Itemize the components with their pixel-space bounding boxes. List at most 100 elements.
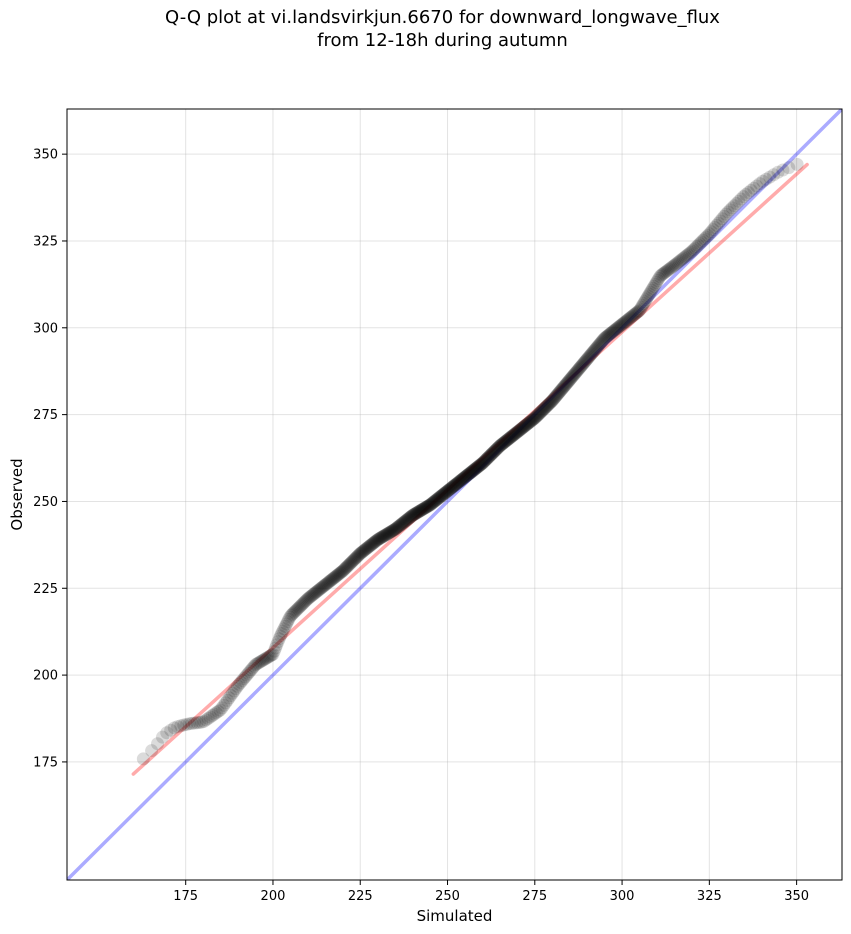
data-point — [609, 322, 623, 336]
data-point — [600, 329, 614, 343]
data-point — [552, 386, 566, 400]
y-tick-label-350: 350 — [33, 148, 58, 163]
data-point — [653, 269, 667, 283]
data-point — [506, 429, 520, 443]
data-point — [470, 461, 484, 475]
data-point — [469, 461, 483, 475]
data-point — [498, 435, 512, 449]
data-point — [767, 168, 781, 182]
data-point — [278, 619, 292, 633]
data-point — [526, 412, 540, 426]
data-point — [703, 227, 717, 241]
data-point — [750, 179, 764, 193]
data-point — [273, 629, 287, 643]
data-point — [624, 310, 638, 324]
data-point — [601, 329, 615, 343]
data-point — [283, 610, 297, 624]
data-point — [255, 654, 269, 668]
data-point — [406, 508, 420, 522]
data-point — [466, 464, 480, 478]
data-point — [418, 501, 432, 515]
data-point — [637, 297, 651, 311]
data-point — [410, 506, 424, 520]
data-point — [687, 243, 701, 257]
data-point — [658, 265, 672, 279]
data-point — [377, 529, 391, 543]
data-point — [297, 595, 311, 609]
data-point — [747, 181, 761, 195]
data-point — [347, 553, 361, 567]
data-point — [263, 649, 277, 663]
data-point — [488, 444, 502, 458]
data-point — [358, 543, 372, 557]
reference-line-1 — [67, 109, 842, 880]
data-point — [723, 203, 737, 217]
data-point — [416, 502, 430, 516]
data-point — [303, 590, 317, 604]
data-point — [232, 677, 246, 691]
data-point — [490, 441, 504, 455]
data-point — [435, 488, 449, 502]
data-point — [382, 526, 396, 540]
data-point — [229, 682, 243, 696]
data-point — [349, 551, 363, 565]
data-point — [251, 656, 265, 670]
data-point — [558, 378, 572, 392]
data-point — [292, 601, 306, 615]
data-point — [420, 500, 434, 514]
data-point — [459, 470, 473, 484]
data-point — [314, 581, 328, 595]
data-point — [515, 421, 529, 435]
data-point — [634, 300, 648, 314]
data-point — [582, 350, 596, 364]
data-point — [418, 501, 432, 515]
data-point — [467, 463, 481, 477]
data-point — [368, 535, 382, 549]
data-point — [763, 170, 777, 184]
data-point — [498, 435, 512, 449]
data-point — [302, 591, 316, 605]
data-point — [508, 427, 522, 441]
data-point — [359, 542, 373, 556]
data-point — [570, 365, 584, 379]
data-point — [467, 463, 481, 477]
data-point — [606, 325, 620, 339]
data-point — [345, 555, 359, 569]
data-point — [529, 410, 543, 424]
data-point — [373, 531, 387, 545]
data-point — [514, 422, 528, 436]
ticks: 175 200 225 250 275 300 325 350 175 200 225 250 275 3… — [33, 148, 809, 904]
data-point — [213, 703, 227, 717]
data-point — [424, 497, 438, 511]
data-point — [266, 647, 280, 661]
data-point — [224, 689, 238, 703]
data-point — [416, 502, 430, 516]
data-point — [505, 429, 519, 443]
data-point — [655, 267, 669, 281]
data-point — [407, 507, 421, 521]
data-point — [326, 572, 340, 586]
data-point — [688, 241, 702, 255]
data-point — [357, 544, 371, 558]
data-point — [442, 483, 456, 497]
data-point — [372, 532, 386, 546]
data-point — [501, 432, 515, 446]
data-point — [457, 471, 471, 485]
data-point — [667, 259, 681, 273]
data-point — [572, 362, 586, 376]
data-point — [155, 730, 169, 744]
data-point — [171, 720, 185, 734]
data-point — [545, 394, 559, 408]
data-point — [301, 592, 315, 606]
data-point — [404, 509, 418, 523]
data-point — [390, 521, 404, 535]
data-point — [464, 465, 478, 479]
data-point — [450, 477, 464, 491]
data-point — [481, 450, 495, 464]
data-point — [481, 451, 495, 465]
data-point — [616, 316, 630, 330]
data-point — [599, 330, 613, 344]
data-point — [455, 473, 469, 487]
data-point — [296, 596, 310, 610]
data-point — [370, 533, 384, 547]
